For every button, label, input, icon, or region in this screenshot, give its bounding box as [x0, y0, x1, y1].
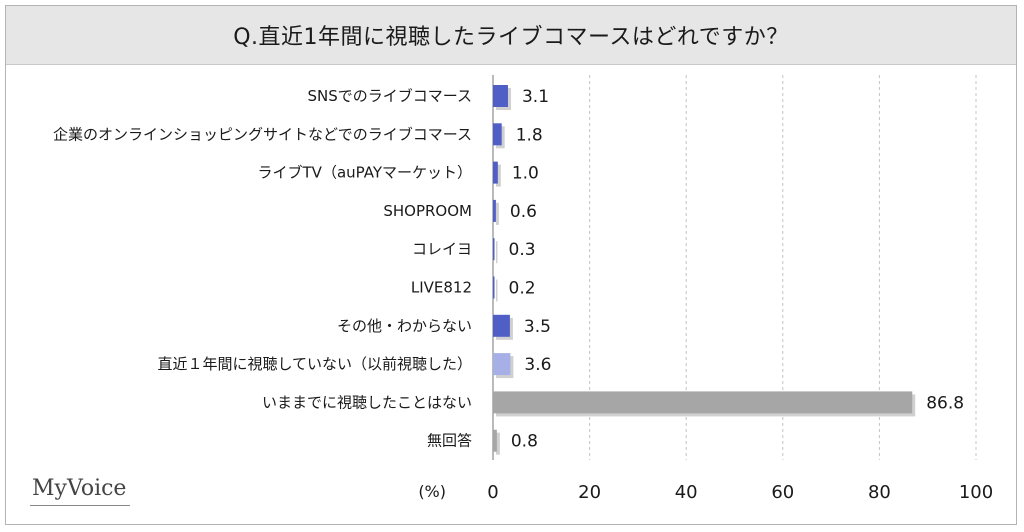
bar-shadow: [496, 202, 499, 225]
bar: [493, 85, 508, 107]
bar: [493, 276, 495, 299]
value-label: 86.8: [926, 393, 964, 413]
category-label: コレイヨ: [412, 240, 472, 258]
bar-shadow: [496, 432, 500, 455]
value-labels: 3.1 1.8 1.0 0.6 0.3 0.2 3.5 3.6 86.8 0.8: [509, 87, 965, 452]
bar: [493, 123, 502, 146]
value-label: 3.5: [524, 317, 551, 337]
title-bar: Q.直近1年間に視聴したライブコマースはどれですか？: [6, 6, 1016, 65]
category-labels: SNSでのライブコマース企業のオンラインショッピングサイトなどでのライブコマース…: [53, 87, 472, 450]
bar-shadow: [496, 241, 498, 264]
category-label: LIVE812: [411, 279, 472, 297]
myvoice-logo: MyVoice: [32, 476, 127, 501]
bar: [493, 429, 497, 452]
category-label: SHOPROOM: [383, 202, 472, 220]
bar-shadow: [496, 164, 501, 187]
chart-frame: Q.直近1年間に視聴したライブコマースはどれですか？: [5, 5, 1017, 525]
category-label: 無回答: [427, 432, 472, 450]
x-tick-label: 100: [959, 482, 993, 503]
x-tick-label: 40: [675, 482, 698, 503]
unit-label: (%): [418, 482, 446, 501]
value-label: 3.1: [522, 87, 549, 107]
bar: [493, 353, 511, 376]
bar: [493, 238, 495, 261]
value-label: 0.2: [509, 279, 536, 299]
chart-title: Q.直近1年間に視聴したライブコマースはどれですか？: [233, 25, 789, 50]
bar: [493, 199, 496, 222]
value-label: 0.8: [511, 432, 538, 452]
bar: [493, 391, 913, 414]
x-tick-labels: 0 20 40 60 80 100: [487, 482, 993, 503]
bar-shadow: [496, 279, 498, 302]
value-label: 0.3: [509, 240, 536, 260]
value-label: 1.8: [516, 125, 543, 145]
value-label: 0.6: [510, 202, 537, 222]
bar: [493, 161, 498, 184]
category-label: その他・わからない: [337, 317, 472, 335]
x-tick-label: 60: [771, 482, 794, 503]
category-label: 企業のオンラインショッピングサイトなどでのライブコマース: [53, 125, 472, 143]
x-tick-label: 0: [487, 482, 498, 503]
x-tick-label: 20: [578, 482, 601, 503]
category-label: ライブTV（auPAYマーケット）: [258, 164, 472, 182]
logo-underline: [30, 505, 130, 506]
bar: [493, 314, 510, 337]
value-label: 3.6: [524, 355, 551, 375]
category-label: SNSでのライブコマース: [307, 87, 472, 105]
x-tick-label: 80: [868, 482, 891, 503]
category-label: 直近１年間に視聴していない（以前視聴した）: [157, 355, 472, 373]
bars: [493, 85, 916, 455]
category-label: いままでに視聴したことはない: [262, 393, 472, 411]
value-label: 1.0: [512, 164, 539, 184]
